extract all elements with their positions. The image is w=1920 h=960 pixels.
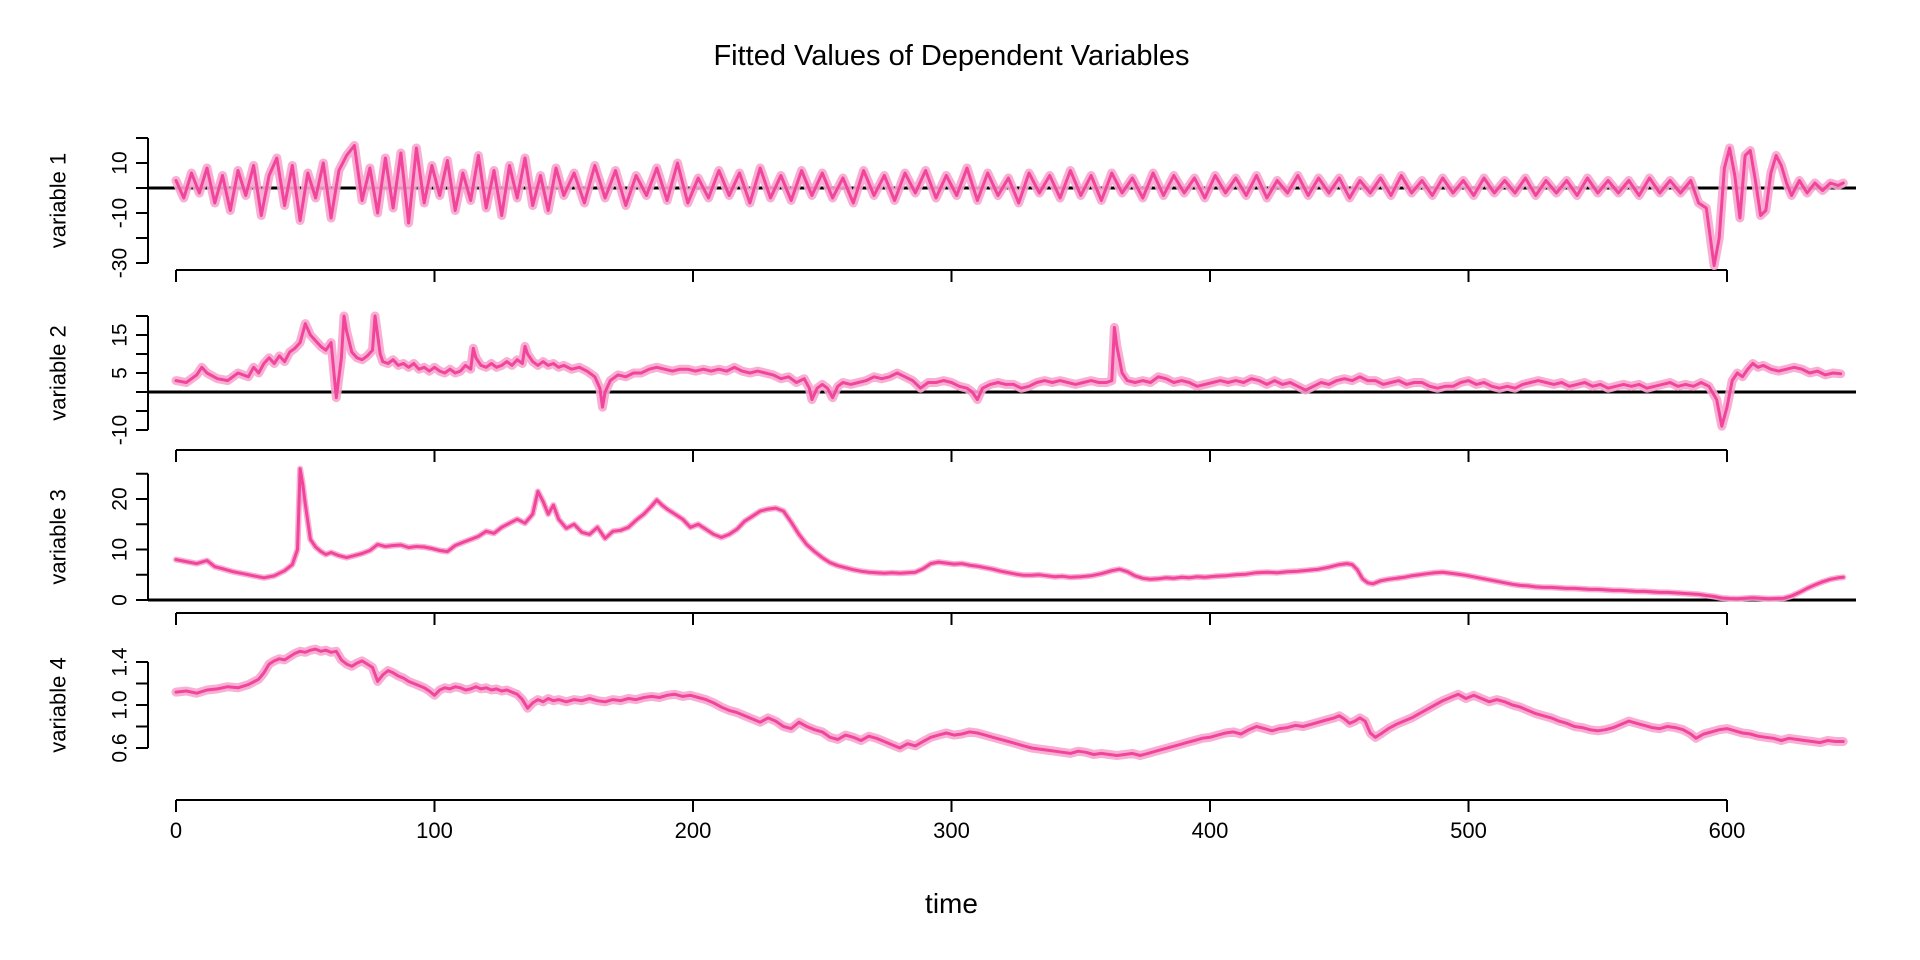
x-tick-label: 100 xyxy=(416,818,453,843)
panel-ylabel: variable 1 xyxy=(46,153,71,248)
panel-ylabel: variable 3 xyxy=(46,489,71,584)
y-tick-label: 10 xyxy=(109,538,132,561)
x-tick-label: 300 xyxy=(933,818,970,843)
y-tick-label: -10 xyxy=(109,198,132,228)
x-tick-label: 500 xyxy=(1450,818,1487,843)
confidence-band-variable-4 xyxy=(171,644,1848,760)
y-tick-label: -10 xyxy=(109,415,132,445)
y-tick-label: 15 xyxy=(109,323,132,346)
fitted-line-variable-1 xyxy=(174,144,1845,267)
y-tick-label: 5 xyxy=(109,367,132,379)
panel-ylabel: variable 2 xyxy=(46,325,71,420)
x-tick-label: 0 xyxy=(170,818,182,843)
y-tick-label: 20 xyxy=(109,487,132,510)
y-tick-label: 10 xyxy=(109,151,132,174)
x-tick-label: 600 xyxy=(1709,818,1746,843)
fitted-line-variable-3 xyxy=(174,467,1845,601)
panel-ylabel: variable 4 xyxy=(46,657,71,752)
chart-title: Fitted Values of Dependent Variables xyxy=(713,40,1190,72)
y-tick-label: 0.6 xyxy=(109,733,132,762)
x-tick-label: 400 xyxy=(1192,818,1229,843)
x-tick-label: 200 xyxy=(675,818,712,843)
y-tick-label: 1.4 xyxy=(109,647,132,677)
y-tick-label: 1.0 xyxy=(109,690,132,719)
confidence-band-variable-1 xyxy=(171,141,1848,270)
y-tick-label: -30 xyxy=(109,248,132,278)
x-axis-title: time xyxy=(925,888,978,919)
fitted-line-variable-2 xyxy=(174,314,1843,428)
fitted-line-variable-4 xyxy=(174,647,1845,757)
y-tick-label: 0 xyxy=(109,594,132,606)
confidence-band-variable-2 xyxy=(171,311,1846,431)
confidence-band-variable-3 xyxy=(173,465,1847,602)
